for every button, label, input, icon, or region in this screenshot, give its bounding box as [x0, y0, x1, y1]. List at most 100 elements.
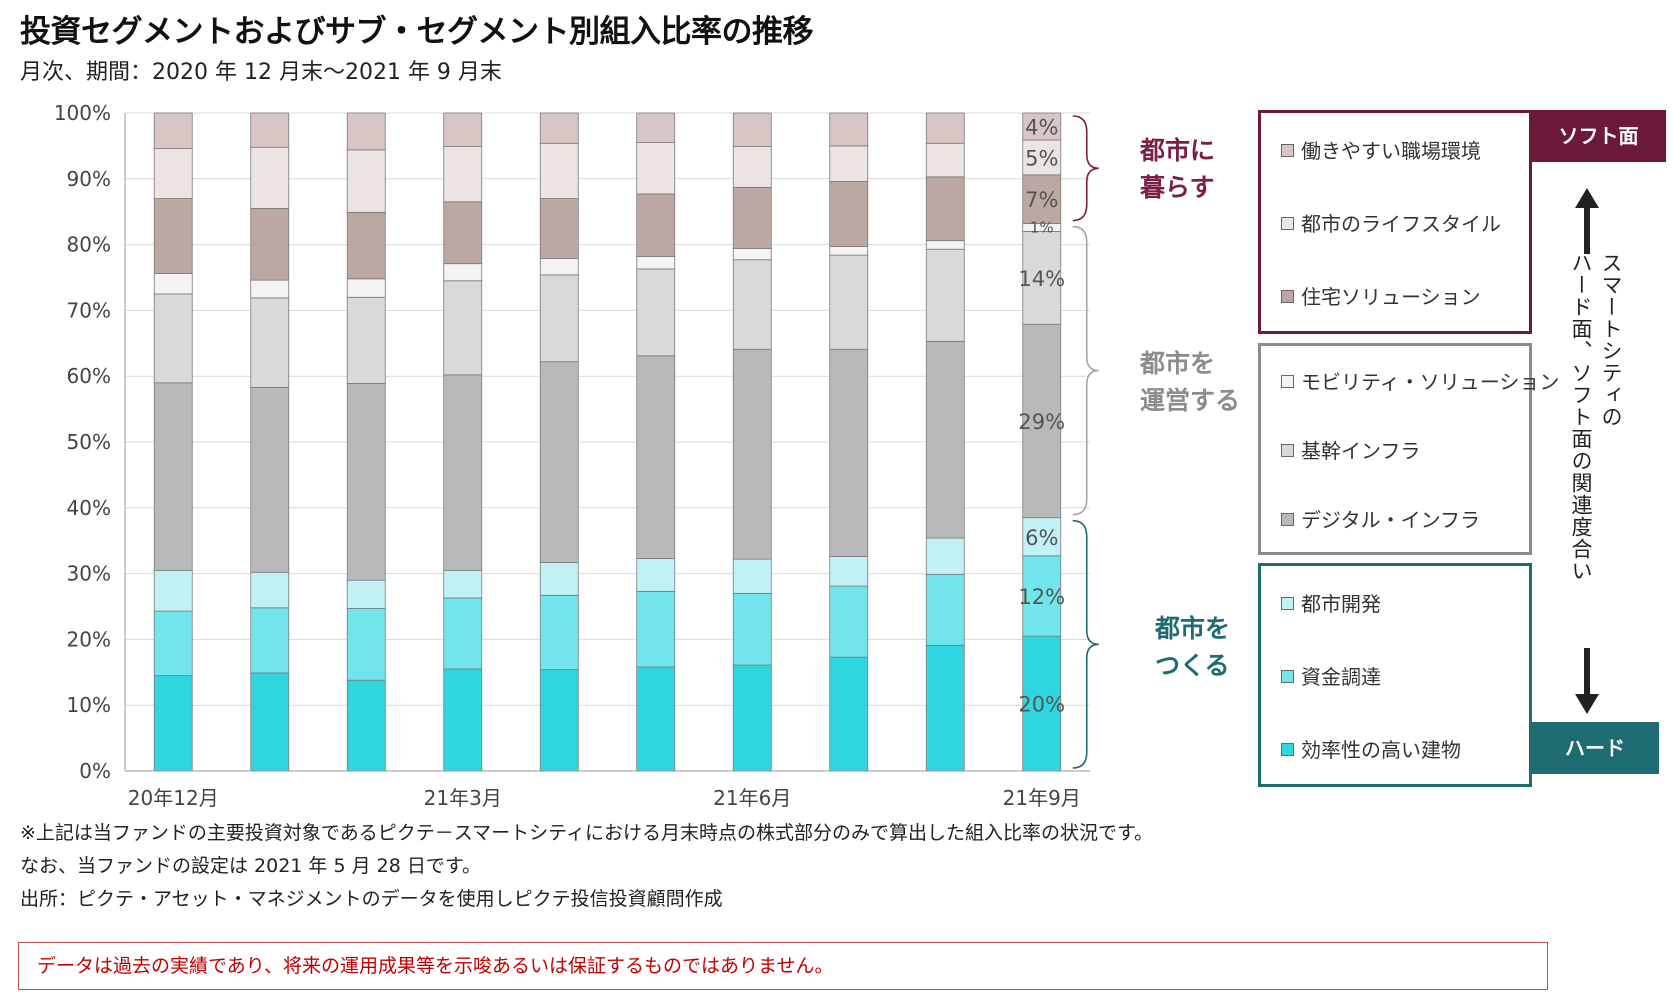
bar-segment [925, 340, 965, 539]
y-tick-label: 100% [54, 101, 111, 125]
y-tick-label: 40% [67, 496, 111, 520]
legend-swatch [1281, 289, 1294, 303]
bar-segment [250, 571, 290, 609]
bar-segment [925, 142, 965, 178]
bar-segment [443, 668, 483, 772]
bar-segment [829, 254, 869, 350]
source-note: 出所：ピクテ・アセット・マネジメントのデータを使用しピクテ投信投資顧問作成 [20, 888, 723, 910]
bar-segment [732, 348, 772, 560]
bar-segment [346, 608, 386, 681]
bar-segment [153, 198, 193, 274]
axis-layer: 0% 10% 20% 30% 40% 50% 60% 70% 80% 90% 100% 20年12月 2… [54, 101, 1090, 810]
group-operate-line2: 運営する [1140, 386, 1241, 415]
bar-segment [443, 374, 483, 571]
bar-segment [443, 112, 483, 147]
legend-label: 都市開発 [1301, 592, 1381, 617]
bar-segment [732, 146, 772, 188]
group-label-operate: 都市を 運営する [1140, 345, 1240, 419]
bar-segment [636, 142, 676, 195]
brace-build [1072, 519, 1099, 769]
bar-segment [925, 176, 965, 242]
page-title: 投資セグメントおよびサブ・セグメント別組入比率の推移 [20, 14, 814, 50]
bar-segment [153, 112, 193, 149]
legend-swatch [1281, 217, 1294, 230]
y-tick-label: 10% [67, 693, 111, 717]
bars-layer [153, 112, 1062, 772]
data-label: 5% [1025, 146, 1058, 170]
data-label: 12% [1018, 585, 1065, 609]
legend-item: 都市開発 [1281, 588, 1381, 617]
bar-segment [925, 537, 965, 575]
bar-segment [732, 186, 772, 249]
data-label: 14% [1018, 267, 1065, 291]
legend-label: 基幹インフラ [1301, 439, 1421, 463]
y-tick-label: 70% [67, 298, 111, 322]
bar-segment [153, 569, 193, 612]
bar-segment [346, 211, 386, 280]
y-tick-label: 90% [67, 167, 111, 191]
group-build-line2: つくる [1155, 651, 1230, 680]
bar-segment [829, 556, 869, 587]
legend-label: 資金調達 [1301, 665, 1381, 689]
bar-segment [732, 259, 772, 350]
bar-segment [829, 348, 869, 557]
x-tick-label: 20年12月 [128, 786, 219, 810]
bar-segment [539, 112, 579, 144]
bar-segment [250, 208, 290, 281]
brace-live [1072, 115, 1099, 222]
group-build-line1: 都市を [1155, 614, 1231, 643]
legend-item: 働きやすい職場環境 [1281, 135, 1481, 164]
disclaimer: データは過去の実績であり、将来の運用成果等を示唆あるいは保証するものではありませ… [18, 942, 1548, 990]
legend-item: 資金調達 [1281, 661, 1381, 690]
bar-segment [250, 279, 290, 299]
y-tick-label: 50% [67, 430, 111, 454]
legend-label: 効率性の高い建物 [1301, 737, 1461, 762]
bar-segment [636, 256, 676, 270]
bar-segment [1022, 555, 1062, 637]
bar-segment [443, 280, 483, 376]
data-label: 7% [1025, 188, 1058, 212]
bar-segment [636, 112, 676, 144]
group-live-line1: 都市に [1140, 136, 1216, 165]
soft-tag: ソフト面 [1531, 110, 1666, 162]
bar-segment [925, 644, 965, 772]
y-tick-label: 80% [67, 233, 111, 257]
legend-item: モビリティ・ソリューション [1281, 366, 1559, 395]
bar-segment [636, 558, 676, 592]
bar-segment [346, 278, 386, 298]
bar-segment [829, 656, 869, 772]
bar-segment [250, 607, 290, 674]
page-subtitle: 月次、期間：2020 年 12 月末～2021 年 9 月末 [20, 60, 502, 85]
bar-segment [539, 142, 579, 199]
footnote-2: なお、当ファンドの設定は 2021 年 5 月 28 日です。 [20, 855, 481, 877]
legend-item: 効率性の高い建物 [1281, 734, 1461, 763]
bar-segment [636, 590, 676, 668]
y-tick-label: 20% [67, 627, 111, 651]
bar-segment [1022, 231, 1062, 325]
bar-segment [925, 573, 965, 646]
bar-segment [443, 263, 483, 282]
legend-infra: モビリティ・ソリューション 基幹インフラ デジタル・インフラ [1258, 343, 1559, 555]
bar-segment [153, 675, 193, 772]
bar-segment [539, 258, 579, 276]
bar-segment [539, 361, 579, 563]
bar-segment [636, 355, 676, 559]
legend-swatch [1281, 670, 1294, 683]
data-label: 1% [1030, 218, 1054, 236]
bar-segment [346, 149, 386, 213]
x-tick-label: 21年6月 [713, 786, 791, 810]
up-arrow-icon [1575, 188, 1599, 254]
legend-swatch [1281, 597, 1294, 611]
bar-segment [443, 201, 483, 265]
legend-soft: 働きやすい職場環境 都市のライフスタイル 住宅ソリューション [1258, 110, 1532, 334]
group-label-live: 都市に 暮らす [1140, 132, 1215, 206]
bar-segment [539, 562, 579, 596]
legend-item: 都市のライフスタイル [1281, 208, 1501, 237]
bar-segment [829, 112, 869, 147]
bar-segment [539, 594, 579, 671]
group-operate-line1: 都市を [1140, 349, 1216, 378]
bar-segment [250, 112, 290, 148]
bar-segment [925, 240, 965, 250]
data-labels-layer: 20% 12% 6% 29% 14% 1% 7% 5% 4% [1018, 115, 1065, 716]
bar-segment [1022, 112, 1062, 141]
